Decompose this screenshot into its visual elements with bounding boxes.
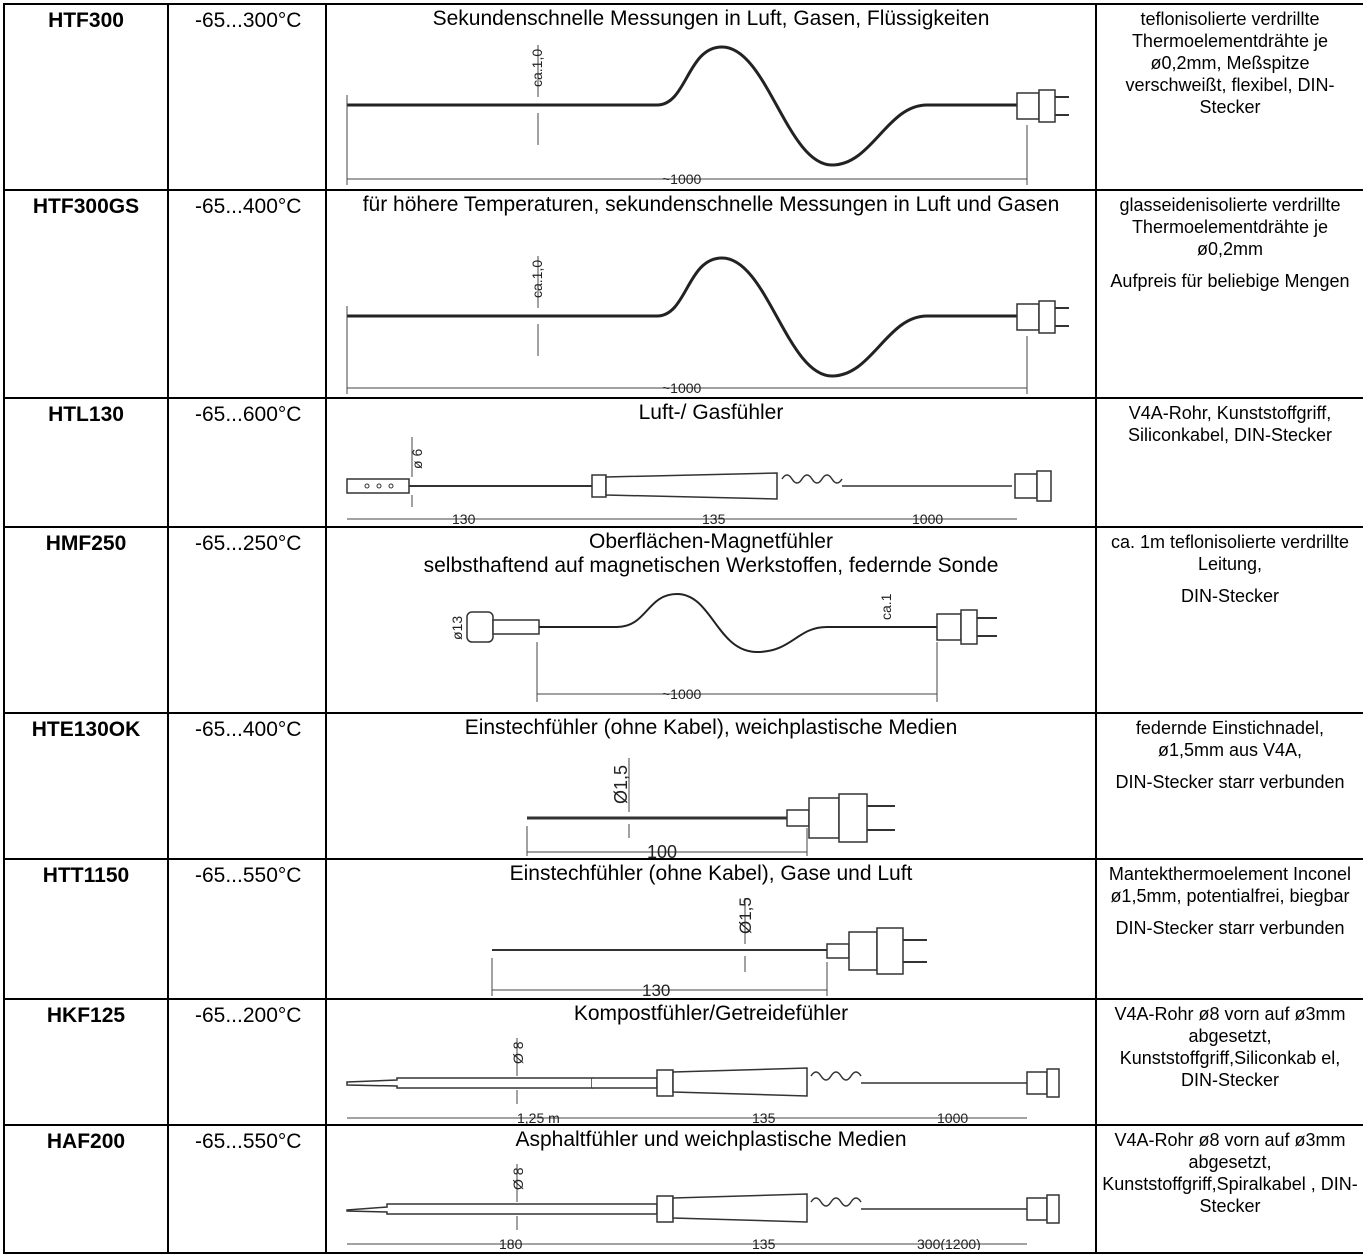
notes-text: glasseidenisolierte verdrillte Thermoele… (1119, 195, 1341, 259)
model-cell: HTL130 (3, 397, 169, 528)
dimension-label: ~1000 (662, 171, 702, 187)
description-text: Asphaltfühler und weichplastische Medien (515, 1128, 907, 1151)
dimension-label: Ø1,5 (736, 897, 755, 934)
dimension-label: 130 (642, 981, 670, 1000)
notes-cell: teflonisolierte verdrillte Thermoelement… (1095, 3, 1363, 191)
magnet-probe-drawing: ø13 ca.1 ~1000 (449, 592, 997, 702)
description-cell: Luft-/ Gasfühler ø 6 130 135 1000 (325, 397, 1097, 528)
range-cell: -65...550°C (167, 1124, 327, 1254)
table-row: HTT1150 -65...550°C Einstechfühler (ohne… (3, 858, 1363, 1000)
description-cell: Einstechfühler (ohne Kabel), Gase und Lu… (325, 858, 1097, 1000)
description-text: Kompostfühler/Getreidefühler (573, 1002, 849, 1025)
model-cell: HKF125 (3, 998, 169, 1126)
model-cell: HMF250 (3, 526, 169, 714)
notes-text: DIN-Stecker starr verbunden (1115, 918, 1345, 938)
description-cell: Kompostfühler/Getreidefühler Ø 8 1,25 m … (325, 998, 1097, 1126)
notes-text: V4A-Rohr ø8 vorn auf ø3mm abgesetzt, Kun… (1102, 1130, 1358, 1216)
description-cell: Asphaltfühler und weichplastische Medien… (325, 1124, 1097, 1254)
notes-text: V4A-Rohr, Kunststoffgriff, Siliconkabel,… (1127, 403, 1333, 445)
needle-probe-drawing: Ø1,5 130 (491, 897, 927, 1000)
notes-cell: ca. 1m teflonisolierte verdrillte Leitun… (1095, 526, 1363, 714)
needle-probe-drawing: Ø1,5 100 (526, 758, 895, 860)
description-text: Sekundenschnelle Messungen in Luft, Gase… (432, 7, 990, 30)
notes-cell: V4A-Rohr, Kunststoffgriff, Siliconkabel,… (1095, 397, 1363, 528)
notes-text: ca. 1m teflonisolierte verdrillte Leitun… (1110, 532, 1350, 574)
description-text: selbsthaftend auf magnetischen Werkstoff… (423, 554, 999, 577)
range-cell: -65...600°C (167, 397, 327, 528)
dimension-label: 100 (647, 842, 677, 860)
dimension-label: ø13 (449, 616, 465, 640)
table-row: HTL130 -65...600°C Luft-/ Gasfühler ø 6 (3, 397, 1363, 528)
description-cell: für höhere Temperaturen, sekundenschnell… (325, 189, 1097, 399)
description-cell: Einstechfühler (ohne Kabel), weichplasti… (325, 712, 1097, 860)
table-row: HTE130OK -65...400°C Einstechfühler (ohn… (3, 712, 1363, 860)
dimension-label: 180 (499, 1236, 523, 1250)
dimension-label: 135 (752, 1110, 776, 1124)
table-row: HTF300 -65...300°C Sekundenschnelle Mess… (3, 3, 1363, 191)
description-text: Oberflächen-Magnetfühler (589, 530, 833, 553)
description-cell: Sekundenschnelle Messungen in Luft, Gase… (325, 3, 1097, 191)
model-cell: HTT1150 (3, 858, 169, 1000)
range-cell: -65...400°C (167, 189, 327, 399)
dimension-label: ~1000 (662, 686, 702, 702)
range-cell: -65...300°C (167, 3, 327, 191)
table-row: HMF250 -65...250°C Oberflächen-Magnetfüh… (3, 526, 1363, 714)
table-row: HTF300GS -65...400°C für höhere Temperat… (3, 189, 1363, 399)
range-cell: -65...550°C (167, 858, 327, 1000)
dimension-label: ø 6 (409, 449, 425, 469)
dimension-label: 1000 (912, 511, 943, 527)
description-text: für höhere Temperaturen, sekundenschnell… (362, 193, 1060, 216)
description-text: Einstechfühler (ohne Kabel), weichplasti… (464, 716, 958, 739)
dimension-label: 300(1200) (917, 1236, 981, 1250)
notes-text: Aufpreis für beliebige Mengen (1110, 271, 1350, 291)
table-row: HKF125 -65...200°C Kompostfühler/Getreid… (3, 998, 1363, 1126)
notes-cell: V4A-Rohr ø8 vorn auf ø3mm abgesetzt, Kun… (1095, 998, 1363, 1126)
model-cell: HTE130OK (3, 712, 169, 860)
dimension-label: ~1000 (662, 380, 702, 396)
notes-text: federnde Einstichnadel, ø1,5mm aus V4A, (1135, 718, 1325, 760)
notes-text: DIN-Stecker (1180, 586, 1279, 606)
probe-table: HTF300 -65...300°C Sekundenschnelle Mess… (3, 3, 1363, 1254)
notes-cell: Mantekthermoelement Inconel ø1,5mm, pote… (1095, 858, 1363, 1000)
handle-probe-drawing: ø 6 130 135 1000 (346, 437, 1052, 527)
dimension-label: ca.1,0 (529, 49, 545, 87)
notes-cell: V4A-Rohr ø8 vorn auf ø3mm abgesetzt, Kun… (1095, 1124, 1363, 1254)
range-cell: -65...200°C (167, 998, 327, 1126)
cable-probe-drawing: ca.1,0 ~1000 (346, 45, 1069, 187)
dimension-label: ca.1 (878, 593, 894, 620)
handle-probe-drawing: Ø 8 1,25 m 135 1000 (346, 1038, 1060, 1124)
dimension-label: 1000 (937, 1110, 968, 1124)
dimension-label: 1,25 m (517, 1110, 560, 1124)
dimension-label: Ø1,5 (611, 765, 631, 804)
range-cell: -65...400°C (167, 712, 327, 860)
description-text: Einstechfühler (ohne Kabel), Gase und Lu… (509, 862, 913, 885)
dimension-label: 130 (452, 511, 476, 527)
handle-probe-drawing: Ø 8 180 135 300(1200) (346, 1164, 1060, 1250)
notes-text: DIN-Stecker starr verbunden (1115, 772, 1345, 792)
dimension-label: ca.1,0 (529, 260, 545, 298)
model-cell: HTF300GS (3, 189, 169, 399)
dimension-label: 135 (702, 511, 726, 527)
notes-cell: federnde Einstichnadel, ø1,5mm aus V4A, D… (1095, 712, 1363, 860)
dimension-label: 135 (752, 1236, 776, 1250)
description-cell: Oberflächen-Magnetfühler selbsthaftend a… (325, 526, 1097, 714)
model-cell: HTF300 (3, 3, 169, 191)
notes-text: teflonisolierte verdrillte Thermoelement… (1125, 9, 1335, 117)
table-row: HAF200 -65...550°C Asphaltfühler und wei… (3, 1124, 1363, 1254)
description-text: Luft-/ Gasfühler (638, 401, 784, 424)
notes-cell: glasseidenisolierte verdrillte Thermoele… (1095, 189, 1363, 399)
cable-probe-drawing: ca.1,0 ~1000 (346, 256, 1069, 396)
dimension-label: Ø 8 (510, 1041, 526, 1064)
notes-text: Mantekthermoelement Inconel ø1,5mm, pote… (1108, 864, 1352, 906)
model-cell: HAF200 (3, 1124, 169, 1254)
dimension-label: Ø 8 (510, 1167, 526, 1190)
range-cell: -65...250°C (167, 526, 327, 714)
notes-text: V4A-Rohr ø8 vorn auf ø3mm abgesetzt, Kun… (1114, 1004, 1346, 1090)
